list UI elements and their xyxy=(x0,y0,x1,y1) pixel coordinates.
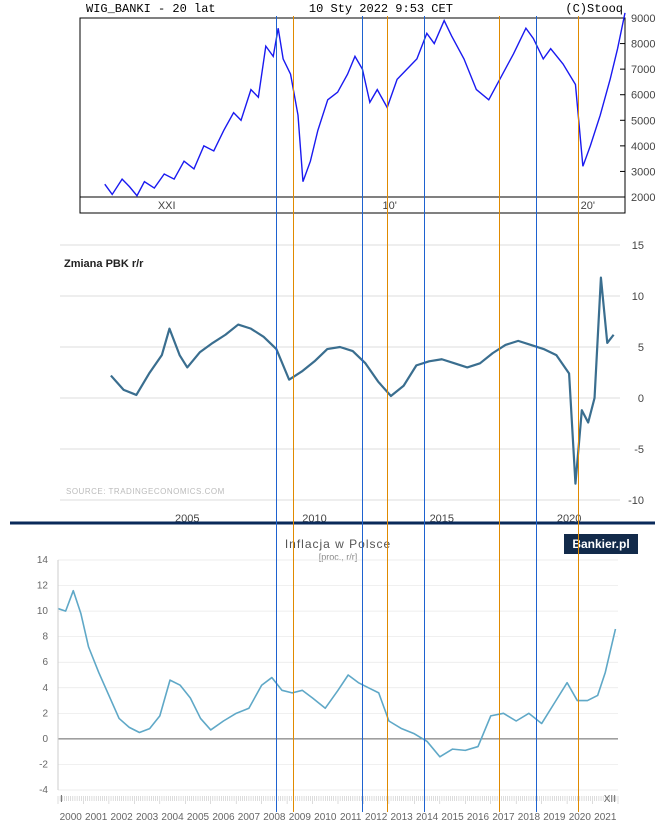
x-tick-label: 2011 xyxy=(340,812,362,823)
chart-title: Inflacja w Polsce xyxy=(285,537,391,551)
x-tick-label: 2014 xyxy=(416,812,439,823)
x-tick-label: 2006 xyxy=(212,812,235,823)
y-tick-label: 2000 xyxy=(631,192,655,204)
y-tick-label: 6000 xyxy=(631,90,655,102)
y-tick-label: 8 xyxy=(42,632,48,643)
x-tick-label: 2001 xyxy=(85,812,108,823)
y-tick-label: -2 xyxy=(39,759,48,770)
x-tick-label: 2017 xyxy=(492,812,515,823)
y-tick-label: 10 xyxy=(632,291,644,303)
y-tick-label: 14 xyxy=(37,555,49,566)
marker-line xyxy=(536,16,537,812)
y-tick-label: 0 xyxy=(42,734,48,745)
x-tick-label: 10' xyxy=(382,200,396,212)
y-tick-label: 5000 xyxy=(631,115,655,127)
x-tick-label: 2002 xyxy=(111,812,134,823)
x-end-label: XII xyxy=(604,794,616,805)
wig-banki-line xyxy=(105,13,625,196)
marker-line xyxy=(276,16,277,812)
x-tick-label: 2004 xyxy=(161,812,184,823)
y-tick-label: 12 xyxy=(37,581,49,592)
chart-copyright: (C)Stooq xyxy=(565,2,623,16)
chart-subtitle: [proc., r/r] xyxy=(319,552,358,562)
y-tick-label: 9000 xyxy=(631,13,655,25)
x-tick-label: 2003 xyxy=(136,812,159,823)
x-tick-label: 2008 xyxy=(263,812,286,823)
chart-source: SOURCE: TRADINGECONOMICS.COM xyxy=(66,487,225,496)
x-tick-label: 2013 xyxy=(391,812,414,823)
marker-line xyxy=(424,16,425,812)
chart-timestamp: 10 Sty 2022 9:53 CET xyxy=(309,2,453,16)
y-tick-label: 5 xyxy=(638,342,644,354)
x-tick-label: 2007 xyxy=(238,812,261,823)
x-tick-label: 2009 xyxy=(289,812,312,823)
marker-line xyxy=(499,16,500,812)
wig-banki-chart: WIG_BANKI - 20 lat 10 Sty 2022 9:53 CET (C… xyxy=(0,0,665,230)
inflation-chart: Inflacja w Polsce[proc., r/r] Bankier.pl -… xyxy=(0,530,665,830)
x-tick-label: XXI xyxy=(158,200,176,212)
gdp-change-chart: Zmiana PBK r/r-10-5051015200520102015202… xyxy=(0,235,665,525)
x-tick-label: 2010 xyxy=(314,812,337,823)
x-tick-label: 20' xyxy=(581,200,595,212)
x-tick-label: 2019 xyxy=(543,812,566,823)
y-tick-label: 6 xyxy=(42,657,48,668)
chart-title-left: WIG_BANKI - 20 lat xyxy=(86,2,216,16)
x-tick-label: 2012 xyxy=(365,812,388,823)
x-tick-label: 2018 xyxy=(518,812,541,823)
x-tick-label: 2000 xyxy=(60,812,83,823)
x-tick-label: 2015 xyxy=(441,812,464,823)
y-tick-label: 4000 xyxy=(631,141,655,153)
y-tick-label: 0 xyxy=(638,393,644,405)
y-tick-label: 2 xyxy=(42,708,48,719)
inflation-line xyxy=(58,591,615,757)
y-tick-label: -5 xyxy=(634,444,644,456)
y-tick-label: 4 xyxy=(42,683,48,694)
marker-line xyxy=(293,16,294,812)
y-tick-label: 7000 xyxy=(631,64,655,76)
bankier-badge-text: Bankier.pl xyxy=(572,537,629,551)
marker-line xyxy=(578,16,579,812)
y-tick-label: 3000 xyxy=(631,166,655,178)
y-tick-label: 8000 xyxy=(631,39,655,51)
y-tick-label: 10 xyxy=(37,606,49,617)
x-start-label: I xyxy=(60,794,63,805)
x-tick-label: 2005 xyxy=(187,812,210,823)
chart-title: Zmiana PBK r/r xyxy=(64,258,144,270)
y-tick-label: -10 xyxy=(628,495,644,507)
y-tick-label: -4 xyxy=(39,785,48,796)
y-tick-label: 15 xyxy=(632,240,644,252)
x-tick-label: 2021 xyxy=(594,812,617,823)
x-tick-label: 2020 xyxy=(569,812,592,823)
marker-line xyxy=(362,16,363,812)
x-tick-label: 2016 xyxy=(467,812,490,823)
marker-line xyxy=(387,16,388,812)
